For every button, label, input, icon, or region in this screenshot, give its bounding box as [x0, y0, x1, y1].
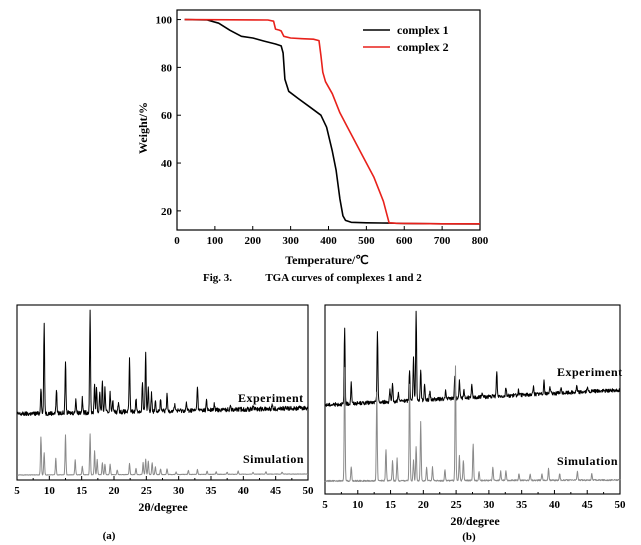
- xrd-b-ticks: 5 10 15 20 25 30 35 40 45 50: [322, 304, 627, 511]
- xrda-xtick-label: 45: [270, 485, 282, 497]
- tga-ylabel: Weight/%: [136, 102, 150, 154]
- tga-ticks: 0 100 200 300 400 500 600 700 800 20 40 60 80 100: [156, 15, 489, 247]
- tga-xtick-label: 500: [358, 235, 375, 247]
- tga-line-complex-2: [184, 18, 480, 225]
- xrd-chart-a: 5 10 15 20 25 30 35 40 45 50 Experiment Simulatio…: [14, 304, 315, 542]
- xrda-xtick-label: 25: [141, 485, 153, 497]
- xrda-xtick-label: 10: [44, 485, 56, 497]
- tga-chart: Weight/% Temperature/℃ 0 100 200 300 400 500 6…: [136, 9, 489, 267]
- tga-xtick-label: 400: [320, 235, 337, 247]
- xrd-a-simulation-label: Simulation: [243, 452, 304, 466]
- tga-ytick-label: 100: [156, 15, 173, 27]
- xrdb-xtick-label: 5: [322, 499, 328, 511]
- xrd-chart-b: 5 10 15 20 25 30 35 40 45 50 Experiment Simulatio…: [322, 304, 627, 543]
- xrd-b-experiment-label: Experiment: [557, 365, 623, 379]
- xrdb-xtick-label: 15: [385, 499, 397, 511]
- xrda-xtick-label: 50: [303, 485, 315, 497]
- tga-xtick-label: 300: [282, 235, 299, 247]
- xrd-a-ticks: 5 10 15 20 25 30 35 40 45 50: [14, 304, 315, 497]
- xrd-b-xlabel: 2θ/degree: [450, 514, 500, 528]
- tga-xtick-label: 0: [174, 235, 180, 247]
- xrd-b-simulation-label: Simulation: [557, 454, 618, 468]
- xrdb-xtick-label: 45: [582, 499, 594, 511]
- xrdb-xtick-label: 35: [516, 499, 528, 511]
- xrdb-xtick-label: 50: [615, 499, 627, 511]
- xrda-xtick-label: 40: [238, 485, 250, 497]
- xrda-pattern-simulation: [16, 433, 309, 476]
- xrdb-xtick-label: 40: [549, 499, 561, 511]
- xrd-b-lines: [324, 310, 621, 483]
- tga-y-axis-label: Weight/%: [136, 102, 150, 154]
- xrda-xtick-label: 5: [14, 485, 20, 497]
- legend-label-complex-1: complex 1: [397, 23, 449, 37]
- xrda-xtick-label: 30: [173, 485, 185, 497]
- fig-a-label: (a): [103, 530, 116, 542]
- tga-xtick-label: 600: [396, 235, 413, 247]
- tga-xtick-label: 800: [472, 235, 489, 247]
- xrdb-pattern-simulation: [324, 365, 621, 483]
- tga-ytick-label: 40: [161, 158, 173, 170]
- tga-ytick-label: 20: [161, 206, 173, 218]
- fig-b-label: (b): [462, 531, 476, 543]
- tga-xtick-label: 200: [245, 235, 262, 247]
- xrda-xtick-label: 20: [109, 485, 121, 497]
- xrd-a-experiment-label: Experiment: [238, 391, 304, 405]
- fig3-caption-text: TGA curves of complexes 1 and 2: [265, 272, 422, 284]
- tga-xtick-label: 700: [434, 235, 451, 247]
- tga-lines: [184, 18, 481, 225]
- tga-ytick-label: 60: [161, 110, 173, 122]
- xrdb-xtick-label: 20: [418, 499, 430, 511]
- xrdb-xtick-label: 25: [451, 499, 463, 511]
- tga-xtick-label: 100: [207, 235, 224, 247]
- fig3-caption-number: Fig. 3.: [203, 272, 233, 284]
- xrdb-pattern-experiment: [324, 310, 621, 407]
- tga-xlabel: Temperature/℃: [285, 253, 368, 267]
- xrda-pattern-experiment: [16, 309, 309, 417]
- legend-label-complex-2: complex 2: [397, 40, 449, 54]
- xrdb-xtick-label: 30: [483, 499, 495, 511]
- xrd-a-lines: [16, 309, 309, 476]
- xrda-xtick-label: 15: [76, 485, 88, 497]
- xrd-a-xlabel: 2θ/degree: [138, 500, 188, 514]
- xrda-xtick-label: 35: [206, 485, 218, 497]
- tga-line-complex-1: [184, 18, 481, 225]
- xrdb-xtick-label: 10: [352, 499, 364, 511]
- tga-legend: complex 1 complex 2: [363, 23, 449, 54]
- fig3-caption: Fig. 3. TGA curves of complexes 1 and 2: [203, 272, 422, 284]
- tga-ytick-label: 80: [161, 62, 173, 74]
